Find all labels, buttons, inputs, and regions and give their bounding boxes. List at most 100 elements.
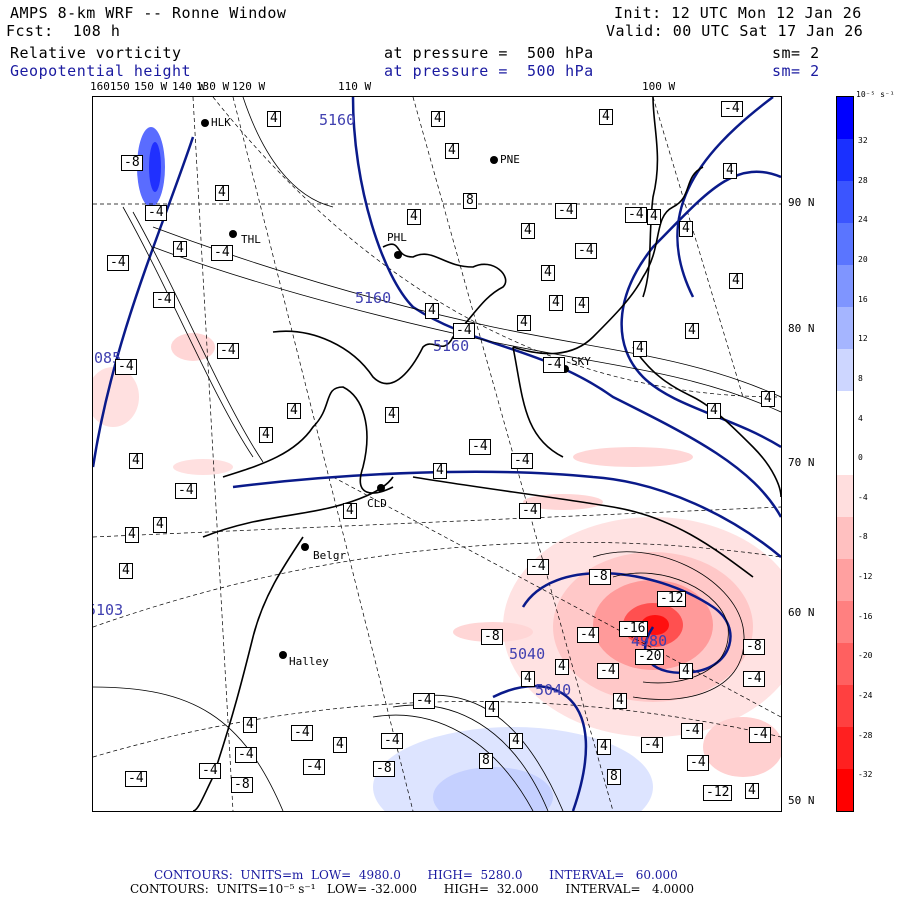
field2-level: at pressure = 500 hPa xyxy=(384,62,594,80)
colorbar-swatch xyxy=(837,307,853,349)
vorticity-label: 4 xyxy=(613,693,627,709)
height-label: 5160 xyxy=(433,337,470,355)
vorticity-label: -4 xyxy=(555,203,577,219)
lat-label: 80 N xyxy=(788,322,815,335)
colorbar-swatch xyxy=(837,139,853,181)
vorticity-label: -4 xyxy=(575,243,597,259)
vorticity-label: -4 xyxy=(469,439,491,455)
vorticity-label: -4 xyxy=(721,101,743,117)
station-label: Halley xyxy=(289,655,329,668)
vorticity-label: -4 xyxy=(153,292,175,308)
vorticity-label: -20 xyxy=(635,649,665,665)
station-label: PHL xyxy=(387,231,407,244)
vorticity-label: -4 xyxy=(577,627,599,643)
vorticity-label: 4 xyxy=(485,701,499,717)
height-label: 5160 xyxy=(355,289,392,307)
vorticity-label: -4 xyxy=(291,725,313,741)
vorticity-label: -8 xyxy=(589,569,611,585)
vorticity-label: -4 xyxy=(413,693,435,709)
vorticity-label: -8 xyxy=(121,155,143,171)
vorticity-label: -4 xyxy=(235,747,257,763)
vorticity-label: 4 xyxy=(259,427,273,443)
station-label: PNE xyxy=(500,153,520,166)
vorticity-label: 4 xyxy=(723,163,737,179)
vorticity-label: 4 xyxy=(555,659,569,675)
vorticity-label: 4 xyxy=(517,315,531,331)
station-label: THL xyxy=(241,233,261,246)
field2-smoothing: sm= 2 xyxy=(772,62,820,80)
vorticity-label: 4 xyxy=(125,527,139,543)
lon-label: 130 W xyxy=(196,80,230,93)
forecast-hour: Fcst: 108 h xyxy=(6,22,121,40)
model-title: AMPS 8-km WRF -- Ronne Window xyxy=(10,4,287,22)
vorticity-label: -4 xyxy=(681,723,703,739)
vorticity-label: 4 xyxy=(541,265,555,281)
vorticity-label: 4 xyxy=(343,503,357,519)
vorticity-label: 4 xyxy=(685,323,699,339)
colorbar-tick: 0 xyxy=(858,453,863,463)
vorticity-label: -4 xyxy=(625,207,647,223)
vorticity-label: 4 xyxy=(509,733,523,749)
station-dots xyxy=(201,119,569,659)
vorticity-label: -4 xyxy=(217,343,239,359)
vorticity-label: -12 xyxy=(657,591,687,607)
colorbar-swatch xyxy=(837,97,853,139)
vorticity-label: -4 xyxy=(199,763,221,779)
lat-label: 90 N xyxy=(788,196,815,209)
vorticity-label: 4 xyxy=(433,463,447,479)
vorticity-label: 4 xyxy=(385,407,399,423)
lon-label: 140 W xyxy=(172,80,206,93)
station-label: CLD xyxy=(367,497,387,510)
colorbar-swatch xyxy=(837,559,853,601)
field1-level: at pressure = 500 hPa xyxy=(384,44,594,62)
height-contours xyxy=(93,97,781,811)
height-label: 5040 xyxy=(509,645,546,663)
vorticity-label: 4 xyxy=(679,221,693,237)
vorticity-label: 4 xyxy=(267,111,281,127)
vorticity-label: -4 xyxy=(175,483,197,499)
vorticity-label: 4 xyxy=(129,453,143,469)
station-label: SKY xyxy=(571,355,591,368)
colorbar-swatch xyxy=(837,391,853,433)
colorbar-tick: -4 xyxy=(858,492,868,502)
colorbar-swatch xyxy=(837,223,853,265)
vorticity-label: 8 xyxy=(463,193,477,209)
vorticity-label: 4 xyxy=(425,303,439,319)
colorbar-tick: -16 xyxy=(858,611,873,621)
vorticity-label: -8 xyxy=(743,639,765,655)
colorbar-tick: 16 xyxy=(858,294,868,304)
colorbar-tick: 28 xyxy=(858,175,868,185)
vorticity-label: 4 xyxy=(153,517,167,533)
vorticity-label: -4 xyxy=(303,759,325,775)
vorticity-label: 4 xyxy=(575,297,589,313)
lon-label: 150 W xyxy=(134,80,168,93)
field1-name: Relative vorticity xyxy=(10,44,182,62)
colorbar-tick: 20 xyxy=(858,254,868,264)
colorbar-tick: -24 xyxy=(858,691,873,701)
vorticity-label: -4 xyxy=(543,357,565,373)
vorticity-label: 4 xyxy=(761,391,775,407)
field1-smoothing: sm= 2 xyxy=(772,44,820,62)
vorticity-label: -4 xyxy=(511,453,533,469)
colorbar-tick: 32 xyxy=(858,136,868,145)
colorbar-tick: -8 xyxy=(858,532,868,542)
colorbar-swatch xyxy=(837,727,853,769)
vorticity-label: 4 xyxy=(215,185,229,201)
graticule xyxy=(93,97,781,811)
lon-label: 120 W xyxy=(232,80,266,93)
vorticity-label: 4 xyxy=(707,403,721,419)
colorbar-swatch xyxy=(837,433,853,475)
vorticity-label: 4 xyxy=(287,403,301,419)
vorticity-label: -4 xyxy=(527,559,549,575)
vorticity-label: 4 xyxy=(407,209,421,225)
colorbar-tick: 8 xyxy=(858,373,863,383)
height-label: 5160 xyxy=(319,111,356,129)
vorticity-label: -4 xyxy=(597,663,619,679)
footer-vorticity-contours: CONTOURS: UNITS=10⁻⁵ s⁻¹ LOW= -32.000 HI… xyxy=(130,882,694,896)
colorbar-unit: 10⁻⁵ s⁻¹ xyxy=(856,90,895,99)
vorticity-label: -4 xyxy=(453,323,475,339)
footer-height-contours: CONTOURS: UNITS=m LOW= 4980.0 HIGH= 5280… xyxy=(154,868,678,882)
vorticity-label: -8 xyxy=(231,777,253,793)
vorticity-label: 4 xyxy=(119,563,133,579)
